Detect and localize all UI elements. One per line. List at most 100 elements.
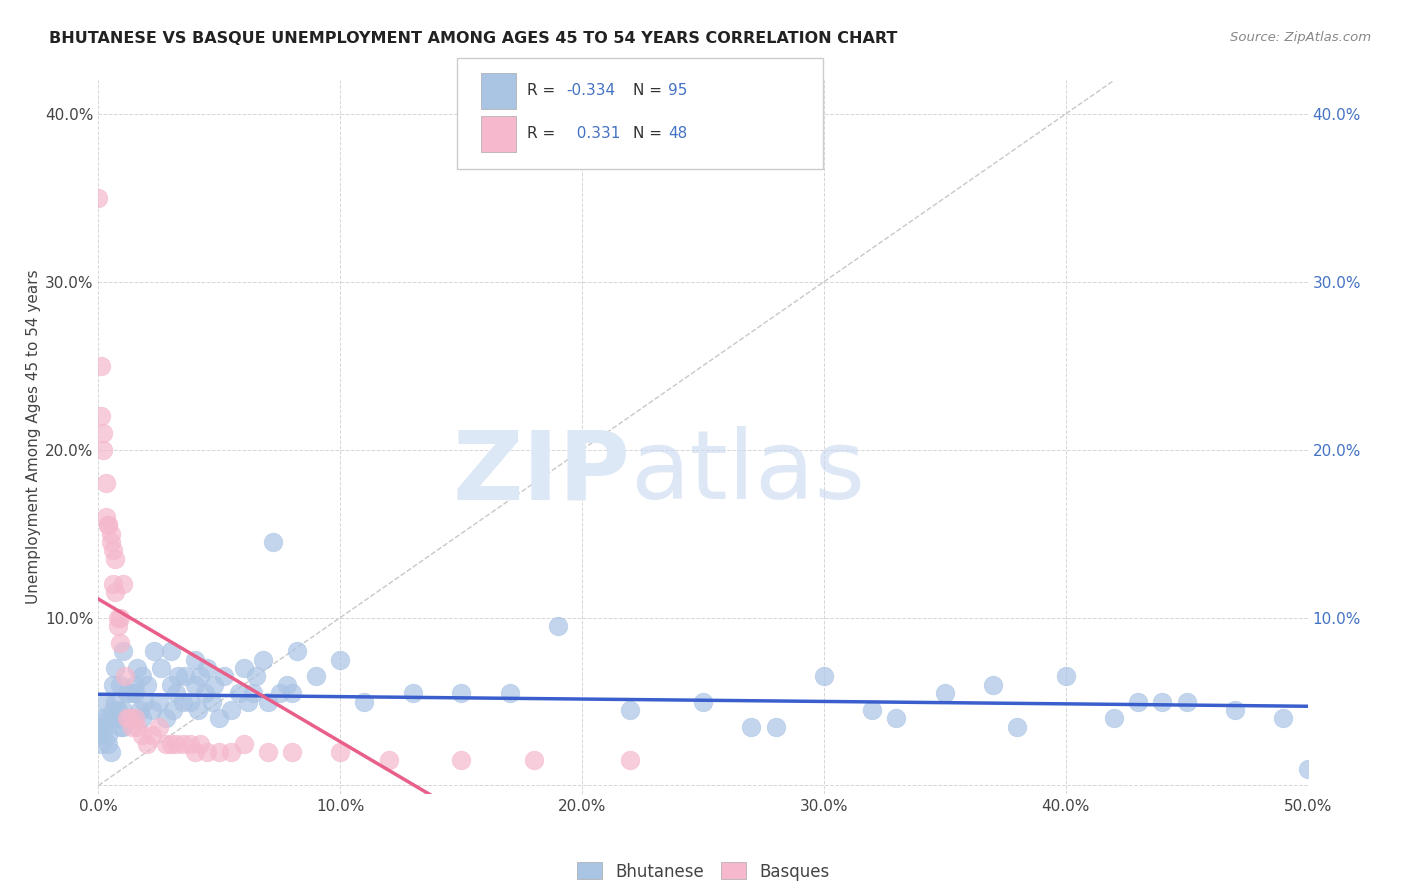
Point	[91, 720, 114, 734]
Point	[174, 669, 197, 683]
Point	[111, 644, 134, 658]
Text: BHUTANESE VS BASQUE UNEMPLOYMENT AMONG AGES 45 TO 54 YEARS CORRELATION CHART: BHUTANESE VS BASQUE UNEMPLOYMENT AMONG A…	[49, 31, 897, 46]
Point	[141, 703, 163, 717]
Point	[141, 728, 163, 742]
Point	[450, 686, 472, 700]
Point	[523, 753, 546, 767]
Point	[238, 694, 260, 708]
Point	[195, 661, 218, 675]
Point	[155, 737, 177, 751]
Point	[118, 711, 141, 725]
Point	[150, 661, 173, 675]
Point	[107, 619, 129, 633]
Point	[124, 711, 146, 725]
Point	[498, 686, 520, 700]
Point	[131, 669, 153, 683]
Text: N =: N =	[633, 84, 666, 98]
Point	[1175, 694, 1198, 708]
Point	[167, 669, 190, 683]
Point	[97, 737, 120, 751]
Point	[1223, 703, 1246, 717]
Point	[104, 661, 127, 675]
Point	[886, 711, 908, 725]
Point	[281, 745, 304, 759]
Point	[100, 526, 122, 541]
Point	[262, 535, 284, 549]
Point	[172, 737, 194, 751]
Point	[101, 543, 124, 558]
Point	[91, 728, 114, 742]
Point	[94, 509, 117, 524]
Point	[172, 694, 194, 708]
Point	[813, 669, 835, 683]
Point	[124, 678, 146, 692]
Point	[276, 678, 298, 692]
Point	[195, 745, 218, 759]
Point	[94, 476, 117, 491]
Point	[162, 703, 184, 717]
Point	[131, 711, 153, 725]
Point	[208, 711, 231, 725]
Point	[765, 720, 787, 734]
Point	[160, 737, 183, 751]
Point	[221, 703, 243, 717]
Point	[188, 737, 211, 751]
Point	[135, 678, 157, 692]
Point	[184, 652, 207, 666]
Point	[107, 703, 129, 717]
Y-axis label: Unemployment Among Ages 45 to 54 years: Unemployment Among Ages 45 to 54 years	[27, 269, 41, 605]
Point	[148, 694, 170, 708]
Point	[134, 694, 156, 708]
Point	[100, 745, 122, 759]
Legend: Bhutanese, Basques: Bhutanese, Basques	[571, 855, 835, 888]
Point	[1152, 694, 1174, 708]
Text: R =: R =	[527, 127, 561, 141]
Point	[107, 610, 129, 624]
Point	[184, 678, 207, 692]
Point	[194, 686, 217, 700]
Point	[90, 359, 112, 373]
Point	[1007, 720, 1029, 734]
Point	[90, 711, 112, 725]
Point	[269, 686, 291, 700]
Point	[329, 652, 352, 666]
Point	[184, 745, 207, 759]
Text: ZIP: ZIP	[453, 426, 630, 519]
Point	[740, 720, 762, 734]
Point	[111, 577, 134, 591]
Text: Source: ZipAtlas.com: Source: ZipAtlas.com	[1230, 31, 1371, 45]
Text: -0.334: -0.334	[567, 84, 616, 98]
Point	[100, 535, 122, 549]
Point	[94, 694, 117, 708]
Point	[1128, 694, 1150, 708]
Text: 0.331: 0.331	[567, 127, 620, 141]
Text: 95: 95	[668, 84, 688, 98]
Point	[252, 652, 274, 666]
Point	[111, 703, 134, 717]
Point	[256, 745, 278, 759]
Point	[90, 409, 112, 423]
Point	[619, 703, 641, 717]
Point	[148, 720, 170, 734]
Point	[101, 577, 124, 591]
Point	[97, 518, 120, 533]
Point	[117, 711, 139, 725]
Point	[87, 191, 110, 205]
Point	[212, 669, 235, 683]
Point	[104, 585, 127, 599]
Point	[619, 753, 641, 767]
Point	[118, 711, 141, 725]
Point	[1272, 711, 1295, 725]
Point	[377, 753, 399, 767]
Point	[179, 694, 201, 708]
Point	[121, 720, 143, 734]
Point	[547, 619, 569, 633]
Text: 48: 48	[668, 127, 688, 141]
Point	[402, 686, 425, 700]
Point	[104, 551, 127, 566]
Point	[143, 644, 166, 658]
Text: atlas: atlas	[630, 426, 866, 519]
Point	[179, 737, 201, 751]
Point	[124, 686, 146, 700]
Point	[1296, 762, 1319, 776]
